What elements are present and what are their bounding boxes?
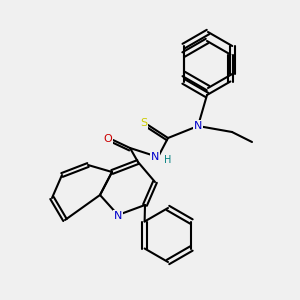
Text: O: O: [103, 134, 112, 144]
Text: N: N: [194, 121, 202, 131]
Text: N: N: [114, 211, 122, 221]
Text: H: H: [164, 155, 172, 165]
Text: N: N: [151, 152, 159, 162]
Text: S: S: [140, 118, 148, 128]
